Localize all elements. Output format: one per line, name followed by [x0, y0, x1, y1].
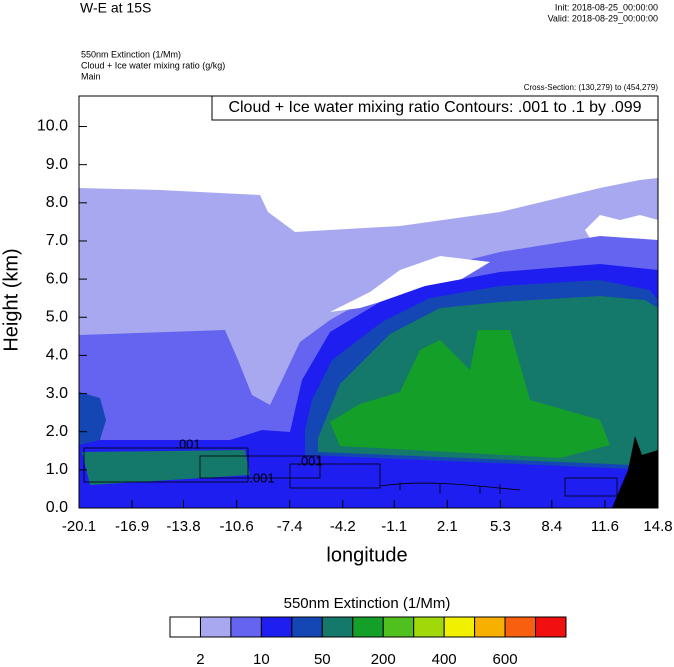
- x-tick-label: -16.9: [115, 518, 149, 535]
- colorbar-box: [230, 616, 262, 638]
- colorbar-box: [199, 616, 232, 638]
- contour-fill: [330, 256, 490, 312]
- x-tick-label: -4.2: [330, 518, 356, 535]
- y-tick-label: 3.0: [46, 385, 68, 402]
- colorbar-label: 2: [196, 651, 204, 667]
- contour-field: .001 .001 .001: [79, 96, 658, 508]
- y-tick-label: 7.0: [46, 232, 68, 249]
- info-box: [211, 95, 659, 121]
- colorbar-box: [352, 616, 384, 638]
- contour-label: .001: [175, 436, 200, 451]
- contour-line: [83, 447, 249, 483]
- colorbar-box: [291, 616, 323, 638]
- contour-line: [289, 463, 381, 489]
- contour-line: [379, 482, 521, 494]
- cross-section: Cross-Section: (130,279) to (454,279): [524, 83, 659, 92]
- y-tick-label: 10.0: [37, 118, 68, 135]
- x-tick-label: -20.1: [62, 518, 96, 535]
- contour-info: Cloud + Ice water mixing ratio Contours:…: [228, 99, 641, 116]
- x-tick-label: 5.3: [490, 518, 511, 535]
- x-tick-label: 8.4: [541, 518, 562, 535]
- init-time: Init: 2018-08-25_00:00:00: [555, 2, 658, 12]
- colorbar-box: [535, 616, 567, 638]
- x-tick-label: -13.8: [166, 518, 200, 535]
- x-tick-label: -7.4: [277, 518, 303, 535]
- x-tick-label: 14.8: [643, 518, 672, 535]
- x-tick-label: -10.6: [220, 518, 254, 535]
- colorbar-box: [474, 616, 506, 638]
- y-tick-label: 0.0: [46, 499, 68, 516]
- y-tick-label: 6.0: [46, 270, 68, 287]
- colorbar-label: 600: [493, 651, 518, 667]
- y-tick-label: 5.0: [46, 308, 68, 325]
- contour-fill: [82, 450, 250, 485]
- colorbar-box: [382, 616, 415, 638]
- colorbar-box: [504, 616, 537, 638]
- colorbar-box: [169, 616, 201, 638]
- colorbar-label: 50: [314, 651, 331, 667]
- contour-label: .001: [297, 453, 322, 468]
- contour-fill: [330, 330, 610, 458]
- valid-time: Valid: 2018-08-29_00:00:00: [548, 13, 658, 23]
- x-axis-label: longitude: [326, 544, 407, 566]
- contour-line: [564, 477, 618, 497]
- contour-label: .001: [249, 470, 274, 485]
- y-axis-label: Height (km): [0, 248, 22, 351]
- colorbar-box: [443, 616, 476, 638]
- x-tick-label: 11.6: [591, 518, 619, 535]
- colorbar-label: 400: [432, 651, 457, 667]
- colorbar-title: 550nm Extinction (1/Mm): [284, 595, 451, 612]
- x-tick-label: 2.1: [437, 518, 458, 535]
- colorbar-box: [321, 616, 354, 638]
- colorbar-label: 200: [371, 651, 396, 667]
- field-label: 550nm Extinction (1/Mm): [81, 49, 181, 59]
- colorbar-box: [260, 616, 293, 638]
- field-label: Main: [81, 71, 101, 81]
- field-label: Cloud + Ice water mixing ratio (g/kg): [81, 60, 225, 70]
- y-tick-label: 8.0: [46, 194, 68, 211]
- terrain: [612, 436, 658, 508]
- contour-lines: [83, 447, 618, 497]
- y-tick-label: 2.0: [46, 423, 68, 440]
- colorbar-label: 10: [253, 651, 270, 667]
- colorbar-box: [413, 616, 445, 638]
- y-tick-label: 4.0: [46, 347, 68, 364]
- y-tick-label: 1.0: [46, 461, 68, 478]
- x-tick-label: -1.1: [381, 518, 407, 535]
- y-tick-label: 9.0: [46, 156, 68, 173]
- contour-line: [199, 455, 321, 479]
- chart-title: W-E at 15S: [80, 0, 151, 16]
